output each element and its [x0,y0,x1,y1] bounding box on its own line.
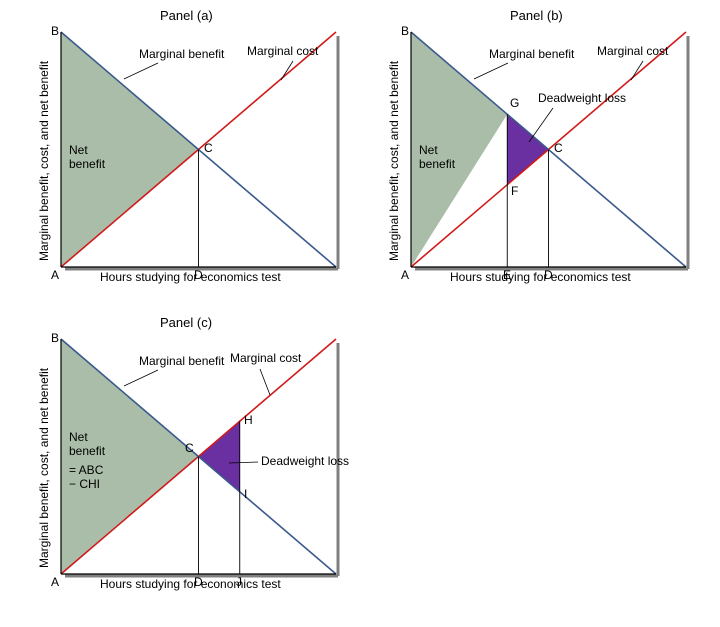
panel-b-dw-label: Deadweight loss [538,91,626,105]
panel-a-mb-label: Marginal benefit [139,47,224,61]
panel-a-title: Panel (a) [160,8,213,23]
panel-c-title: Panel (c) [160,315,212,330]
panel-b-point-E: E [503,268,511,282]
panel-b-mb-label: Marginal benefit [489,47,574,61]
panel-c-point-H: H [244,413,253,427]
panel-a-point-D: D [194,268,203,282]
panel-a-point-A: A [51,268,59,282]
panel-c-point-B: B [51,331,59,345]
panel-b-mc-label: Marginal cost [597,44,668,58]
panel-c-mb-label: Marginal benefit [139,354,224,368]
panel-c: Panel (c) Marginal benefit, cost, and ne… [45,335,340,590]
panel-c-point-C: C [185,441,194,455]
panel-b-point-B: B [401,24,409,38]
panel-c-net-label: Net benefit [69,430,105,458]
panel-b-net-label: Net benefit [419,143,455,171]
panel-b-point-D: D [544,268,553,282]
panel-c-point-I: I [244,487,247,501]
figure-canvas: { "figure": { "width": 720, "height": 62… [0,0,720,627]
panel-c-mc-label: Marginal cost [230,351,301,365]
panel-c-point-A: A [51,575,59,589]
panel-b-point-A: A [401,268,409,282]
panel-a-net-label: Net benefit [69,143,105,171]
panel-c-point-J: J [236,575,242,589]
panel-b-point-F: F [511,184,518,198]
panel-a-point-C: C [204,141,213,155]
panel-c-dw-label: Deadweight loss [261,454,349,468]
panel-b-point-C: C [554,141,563,155]
panel-b-title: Panel (b) [510,8,563,23]
panel-c-net2-label: = ABC − CHI [69,463,103,491]
panel-a-mc-label: Marginal cost [247,44,318,58]
panel-b: Panel (b) Marginal benefit, cost, and ne… [395,28,690,283]
panel-b-point-G: G [510,96,519,110]
panel-a: Panel (a) Marginal benefit, cost, and ne… [45,28,340,283]
panel-a-point-B: B [51,24,59,38]
panel-c-point-D: D [194,575,203,589]
